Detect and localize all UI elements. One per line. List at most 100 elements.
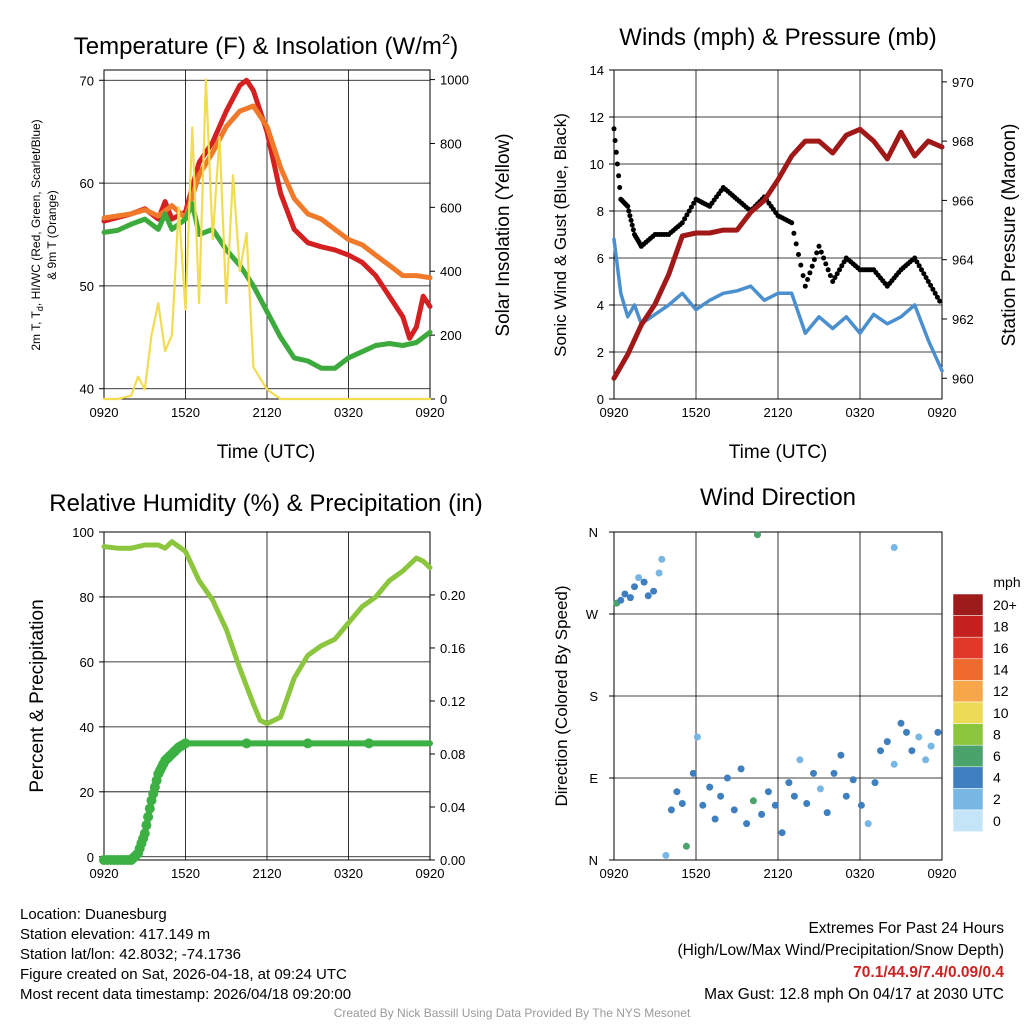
humidity-point-precipitation — [141, 820, 152, 831]
speed-legend-swatch — [952, 593, 984, 616]
station-latlon: Station lat/lon: 42.8032; -74.1736 — [20, 946, 242, 963]
speed-legend-swatch — [952, 809, 984, 832]
winds-series-station-pressure — [611, 126, 945, 381]
speed-legend-swatch — [952, 723, 984, 746]
speed-legend-label: 8 — [993, 726, 1001, 742]
speed-legend-swatch — [952, 636, 984, 660]
winds-point-gust — [626, 208, 632, 214]
speed-legend-swatch — [952, 766, 984, 789]
direction-x-tick-label: 1520 — [682, 866, 711, 881]
winds-point-gust — [934, 294, 940, 300]
direction-scatter-point — [842, 792, 850, 800]
speed-legend-label: 0 — [993, 813, 1001, 829]
temperature-right-axis-label: Solar Insolation (Yellow) — [493, 133, 514, 336]
humidity-y2-tick-label: 0.00 — [440, 853, 465, 868]
winds-x-axis-label: Time (UTC) — [729, 442, 828, 463]
temperature-y-tick-label: 40 — [80, 382, 94, 397]
speed-legend-label: 12 — [993, 683, 1009, 699]
direction-scatter-point — [693, 733, 701, 741]
humidity-y2-tick-label: 0.12 — [440, 694, 465, 709]
humidity-x-tick-label: 0920 — [416, 866, 445, 881]
humidity-y2-tick-label: 0.20 — [440, 588, 465, 603]
speed-legend-label: 14 — [993, 662, 1009, 678]
extremes-values: 70.1/44.9/7.4/0.09/0.4 — [853, 964, 1004, 981]
humidity-x-tick-label: 0920 — [90, 866, 119, 881]
direction-y-tick-label: N — [589, 853, 598, 868]
direction-scatter-point — [631, 583, 638, 591]
winds-point-gust — [798, 262, 804, 268]
winds-point-gust — [932, 290, 938, 296]
extremes-description: (High/Low/Max Wind/Precipitation/Snow De… — [677, 942, 1005, 959]
direction-x-tick-label: 0920 — [600, 866, 629, 881]
winds-x-tick-label: 1520 — [682, 405, 711, 420]
winds-point-gust — [625, 203, 631, 209]
winds-point-gust — [923, 275, 929, 281]
winds-point-gust — [613, 149, 619, 155]
winds-point-gust — [811, 257, 817, 263]
direction-y-tick-label: E — [589, 771, 598, 786]
direction-scatter-point — [934, 728, 942, 736]
winds-point-gust — [614, 161, 620, 167]
winds-left-axis-label: Sonic Wind & Gust (Blue, Black) — [551, 113, 570, 357]
winds-point-gust — [682, 216, 688, 222]
direction-scatter-point — [706, 783, 714, 791]
direction-scatter-point — [778, 829, 786, 837]
winds-y-tick-label: 8 — [597, 204, 604, 219]
winds-y2-tick-label: 968 — [952, 134, 974, 149]
winds-point-gust — [809, 263, 815, 269]
winds-point-gust — [617, 185, 623, 190]
winds-y-tick-label: 10 — [590, 157, 604, 172]
winds-x-tick-label: 0920 — [928, 405, 957, 420]
humidity-y2-tick-label: 0.04 — [440, 800, 465, 815]
humidity-panel-title: Relative Humidity (%) & Precipitation (i… — [49, 490, 482, 517]
station-location: Location: Duanesburg — [20, 906, 167, 923]
winds-point-gust — [800, 273, 806, 279]
winds-point-gust — [839, 263, 845, 269]
direction-scatter-point — [689, 769, 697, 777]
winds-y-tick-label: 14 — [590, 63, 604, 78]
temperature-x-axis-label: Time (UTC) — [217, 442, 316, 463]
winds-point-gust — [837, 267, 842, 273]
winds-point-gust — [827, 273, 833, 279]
direction-scatter-point — [617, 596, 625, 604]
winds-point-gust — [919, 267, 924, 273]
humidity-y-tick-label: 80 — [80, 590, 94, 605]
speed-legend-swatch — [952, 788, 984, 811]
temperature-series-insolation — [102, 78, 432, 401]
humidity-point-precipitation — [144, 803, 155, 814]
winds-point-gust — [834, 271, 840, 277]
direction-scatter-point — [857, 801, 865, 809]
humidity-point-precipitation — [143, 811, 154, 822]
recent-data-timestamp: Most recent data timestamp: 2026/04/18 0… — [20, 986, 352, 1003]
winds-point-gust — [921, 271, 927, 277]
direction-scatter-point — [803, 800, 811, 807]
direction-panel-title: Wind Direction — [700, 484, 856, 511]
winds-y-tick-label: 4 — [597, 298, 604, 313]
direction-scatter-point — [717, 792, 725, 800]
winds-point-gust — [629, 222, 635, 228]
winds-point-gust — [832, 275, 838, 281]
winds-point-gust — [679, 220, 685, 226]
direction-scatter-point — [699, 801, 707, 809]
direction-scatter-point — [626, 594, 634, 602]
winds-point-gust — [627, 213, 633, 219]
direction-scatter-point — [650, 587, 658, 595]
temperature-y2-tick-label: 0 — [440, 392, 447, 407]
temperature-y2-tick-label: 800 — [440, 136, 462, 151]
winds-point-gust — [916, 263, 922, 269]
direction-scatter-point — [830, 769, 838, 777]
direction-scatter-point — [621, 590, 629, 598]
temperature-series-9m-t — [101, 103, 433, 281]
winds-point-gust — [789, 220, 795, 226]
winds-point-gust — [684, 212, 690, 218]
humidity-x-tick-label: 0320 — [334, 866, 363, 881]
winds-point-gust — [818, 249, 824, 255]
winds-point-gust — [796, 252, 801, 257]
direction-scatter-point — [635, 574, 643, 582]
speed-legend-swatch — [952, 658, 984, 681]
humidity-y-tick-label: 20 — [80, 785, 94, 800]
direction-scatter-point — [785, 779, 793, 787]
direction-x-tick-label: 0320 — [846, 866, 875, 881]
humidity-y-tick-label: 100 — [72, 525, 94, 540]
winds-y2-tick-label: 962 — [952, 312, 974, 327]
